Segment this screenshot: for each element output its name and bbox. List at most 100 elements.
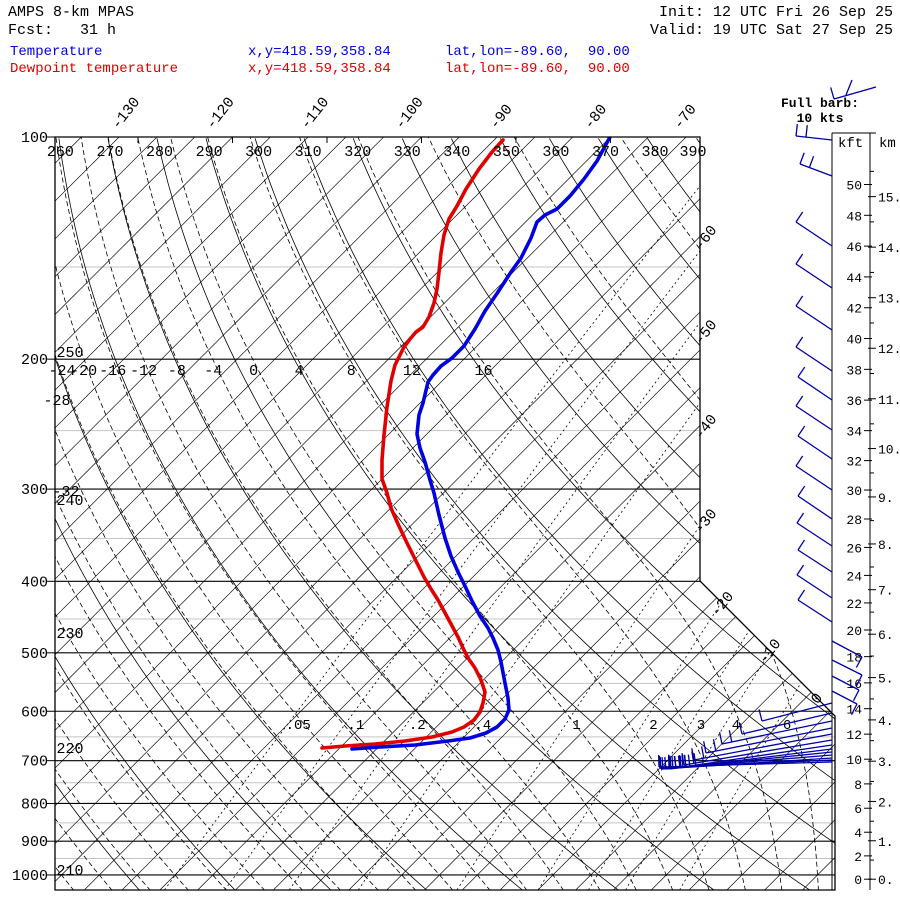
kft-label-50: 50 xyxy=(846,178,862,193)
kft-label-22: 22 xyxy=(846,597,862,612)
dry-adiabat-label-left-210: 210 xyxy=(56,863,83,880)
dry-adiabat-label-top-270: 270 xyxy=(96,144,123,161)
isotherm-label-right--30: -30 xyxy=(691,506,721,538)
kft-label-48: 48 xyxy=(846,209,862,224)
pressure-label-200: 200 xyxy=(21,352,48,369)
dewpoint-xy: x,y=418.59,358.84 xyxy=(248,61,391,77)
isotherm--104 xyxy=(55,137,384,890)
isotherm-label-right--50: -50 xyxy=(691,317,721,349)
isotherm--120 xyxy=(55,137,233,890)
dry-adiabat-label-top-340: 340 xyxy=(443,144,470,161)
barb-legend: Full barb: 10 kts xyxy=(780,96,859,126)
wind-barb-6 xyxy=(797,366,833,401)
mixing-ratio-label-0.4: .4 xyxy=(474,718,491,734)
pressure-label-100: 100 xyxy=(21,130,48,147)
temperature-legend-label: Temperature xyxy=(10,44,103,60)
isotherm--64 xyxy=(55,137,762,890)
dry-adiabat-label-top-300: 300 xyxy=(245,144,272,161)
mixing-ratio-label-2: 2 xyxy=(649,718,657,734)
moist-adiabat-8 xyxy=(249,137,710,890)
moist-adiabat--16 xyxy=(55,137,491,890)
wind-barb-10 xyxy=(797,485,833,520)
isotherm--52 xyxy=(121,137,835,890)
isotherm-4 xyxy=(651,137,835,890)
kft-label-16: 16 xyxy=(846,677,862,692)
km-label-9: 9. xyxy=(878,491,894,506)
isotherm--96 xyxy=(55,137,460,890)
isotherm--84 xyxy=(55,137,573,890)
dry-adiabat-label-top-350: 350 xyxy=(493,144,520,161)
isotherm--116 xyxy=(55,137,271,890)
wind-barb-9 xyxy=(795,455,833,491)
wind-barb-24 xyxy=(681,739,833,766)
temperature-latlon: lat,lon=-89.60, 90.00 xyxy=(445,44,630,60)
moist-adiabat--44 xyxy=(55,137,228,890)
mixing-ratio-line-2 xyxy=(537,178,835,890)
dry-adiabat-label-top-330: 330 xyxy=(394,144,421,161)
dewpoint-latlon: lat,lon=-89.60, 90.00 xyxy=(445,61,630,77)
km-label-1: 1. xyxy=(878,835,894,850)
kft-label-34: 34 xyxy=(846,425,862,440)
wind-barb-0 xyxy=(795,124,833,141)
mixing-ratio-label-0.2: .2 xyxy=(409,718,426,734)
dry-adiabat-label-top-260: 260 xyxy=(47,144,74,161)
dry-adiabat-320 xyxy=(352,138,835,890)
moist-adiabat--32 xyxy=(55,137,342,890)
moist-adiabat-label--8: -8 xyxy=(168,363,186,380)
km-label-6: 6. xyxy=(878,628,894,643)
moist-adiabat--12 xyxy=(80,137,528,890)
moist-adiabat-label-12: 12 xyxy=(403,363,421,380)
dry-adiabat-240 xyxy=(55,138,332,890)
km-axis-title: km xyxy=(879,136,896,152)
wind-barb-22 xyxy=(703,727,833,754)
kft-label-36: 36 xyxy=(846,394,862,409)
kft-label-26: 26 xyxy=(846,541,862,556)
kft-label-10: 10 xyxy=(846,753,862,768)
isotherm--88 xyxy=(55,137,536,890)
km-label-12: 12. xyxy=(878,342,900,357)
km-label-0: 0. xyxy=(878,873,894,888)
moist-adiabat-label-left--32: -32 xyxy=(52,484,79,501)
mixing-ratio-label-4: 4 xyxy=(732,718,740,734)
mixing-ratio-line-1 xyxy=(456,178,835,890)
wind-barb-11 xyxy=(796,512,833,547)
isotherm-label-top--80: -80 xyxy=(581,101,611,133)
isotherm-label-top--90: -90 xyxy=(487,101,517,133)
wind-barb-17 xyxy=(831,675,860,701)
isotherm--68 xyxy=(55,137,725,890)
dewpoint-legend-label: Dewpoint temperature xyxy=(10,61,179,77)
wind-barb-1 xyxy=(799,152,833,177)
wind-barb-12 xyxy=(797,539,833,573)
kft-label-28: 28 xyxy=(846,513,862,528)
isotherm--140 xyxy=(0,137,44,890)
wind-barb-13 xyxy=(796,564,833,599)
moist-adiabat-12 xyxy=(299,137,746,890)
dry-adiabat-260 xyxy=(58,138,523,890)
kft-label-38: 38 xyxy=(846,363,862,378)
dry-adiabat-360 xyxy=(549,138,835,890)
wind-barb-16 xyxy=(831,659,863,687)
moist-adiabat--48 xyxy=(55,137,190,890)
dry-adiabat-label-left-240: 240 xyxy=(56,493,83,510)
moist-adiabat--36 xyxy=(55,137,304,890)
dry-adiabat-290 xyxy=(205,138,810,890)
moist-adiabat--52 xyxy=(55,137,151,890)
km-label-4: 4. xyxy=(878,714,894,729)
init-time: Init: 12 UTC Fri 26 Sep 25 xyxy=(658,4,893,21)
moist-adiabat-label-16: 16 xyxy=(475,363,493,380)
km-label-13: 13. xyxy=(878,292,900,307)
moist-adiabat--8 xyxy=(107,137,565,890)
kft-axis-title: kft xyxy=(838,136,863,152)
wind-barb-14 xyxy=(797,589,833,623)
kft-label-12: 12 xyxy=(846,728,862,743)
wind-barb-4 xyxy=(795,295,833,331)
wind-barb-20 xyxy=(738,712,833,735)
isotherm-12 xyxy=(726,137,835,890)
dry-adiabat-330 xyxy=(401,138,835,890)
temperature-xy: x,y=418.59,358.84 xyxy=(248,44,391,60)
moist-adiabat-label-8: 8 xyxy=(347,363,356,380)
wind-barb-15 xyxy=(831,640,863,668)
moist-adiabat--20 xyxy=(55,137,454,890)
pressure-label-900: 900 xyxy=(21,834,48,851)
